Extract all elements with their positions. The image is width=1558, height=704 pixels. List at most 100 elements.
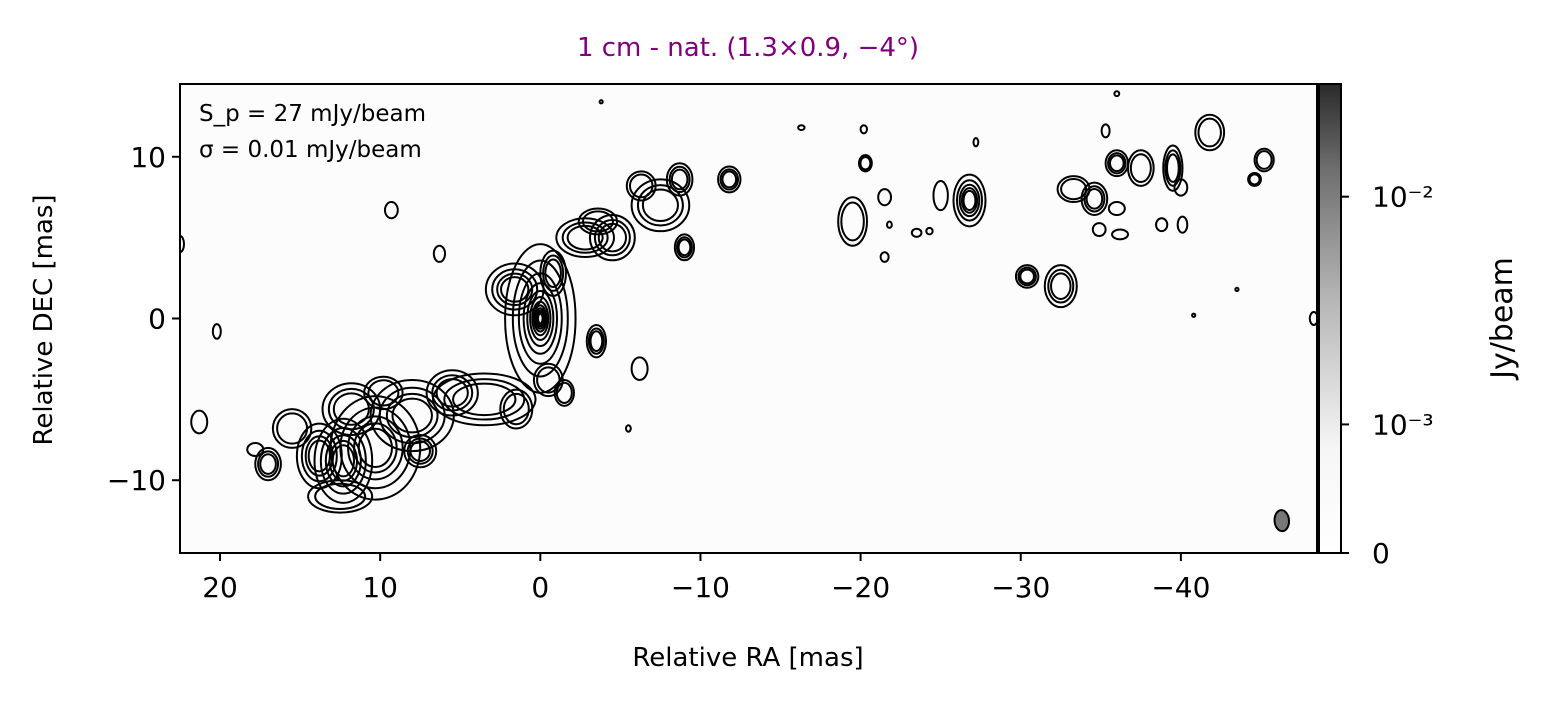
contour-level <box>1080 181 1109 216</box>
contour-level <box>624 424 632 433</box>
contour-component <box>363 375 404 411</box>
contour-level <box>797 124 806 132</box>
contour-level <box>254 446 282 482</box>
colorbar-tick-label: 10⁻³ <box>1372 408 1434 441</box>
contour-level <box>391 397 433 434</box>
y-tick-label: −10 <box>107 464 166 497</box>
contour-level <box>1194 113 1226 152</box>
contour-level <box>526 289 555 348</box>
contour-component <box>1253 147 1275 173</box>
beam-ellipse <box>1273 509 1290 533</box>
contour-level <box>257 450 280 478</box>
contour-component <box>1162 144 1184 192</box>
contour-component <box>180 235 186 254</box>
contour-level <box>1109 154 1125 173</box>
contour-component <box>932 180 949 212</box>
contour-level <box>636 184 684 227</box>
contour-level <box>1255 150 1273 170</box>
x-tick-label: −30 <box>991 571 1050 604</box>
contour-level <box>665 162 694 197</box>
contour-level <box>300 429 338 483</box>
x-axis-label: Relative RA [mas] <box>632 643 863 673</box>
colorbar-tick-label: 10⁻² <box>1372 181 1434 214</box>
contour-component <box>432 244 447 263</box>
contour-component <box>1194 113 1226 152</box>
contour-level <box>952 173 987 228</box>
contour-level <box>180 235 186 254</box>
contour-level <box>588 213 636 262</box>
contour-level <box>960 187 979 214</box>
contour-level <box>555 381 573 404</box>
contour-level <box>500 276 530 303</box>
contour-component <box>1014 264 1040 289</box>
chart-title: 1 cm - nat. (1.3×0.9, −4°) <box>577 33 919 63</box>
x-tick-label: −20 <box>831 571 890 604</box>
contour-component <box>837 196 869 247</box>
contour-level <box>1083 185 1106 213</box>
y-axis: 10 0 −10 <box>107 141 180 497</box>
contour-level <box>1047 268 1075 304</box>
contour-level <box>1308 311 1317 326</box>
contour-level <box>719 168 740 191</box>
contour-component <box>879 251 890 263</box>
contour-component <box>1247 171 1262 187</box>
contour-component <box>307 479 374 514</box>
contour-component <box>383 201 399 220</box>
contour-component <box>1107 201 1126 216</box>
colorbar-gradient <box>1318 83 1342 554</box>
contour-component <box>910 227 923 238</box>
contour-level <box>271 408 313 449</box>
contour-level <box>327 387 375 431</box>
contour-level <box>1253 147 1275 173</box>
contour-level <box>717 165 742 194</box>
contour-level <box>577 207 619 236</box>
contour-level <box>1017 266 1037 287</box>
contour-level <box>403 433 438 469</box>
contour-level <box>1107 152 1127 175</box>
contour-component <box>665 162 694 197</box>
colorbar-label: Jy/beam <box>1485 257 1520 381</box>
contour-level <box>910 227 923 238</box>
contour-level <box>581 210 614 233</box>
contour-level <box>675 236 693 259</box>
contour-level <box>276 412 309 445</box>
contour-level <box>1014 264 1040 289</box>
contour-level <box>443 378 526 421</box>
contour-level <box>1127 149 1155 187</box>
contour-level <box>555 217 615 259</box>
contour-component <box>271 408 313 449</box>
contour-level <box>962 189 977 212</box>
contour-component <box>673 233 696 262</box>
contour-level <box>630 178 691 233</box>
contour-component <box>598 99 604 105</box>
x-tick-label: 0 <box>531 571 549 604</box>
contour-level <box>491 268 539 311</box>
contour-component <box>504 243 577 394</box>
x-tick-label: 20 <box>202 571 238 604</box>
contour-level <box>1164 149 1182 187</box>
contour-component <box>886 220 893 229</box>
contour-level <box>1100 123 1111 139</box>
contour-component <box>1080 181 1109 216</box>
y-tick-label: 10 <box>130 141 166 174</box>
contour-level <box>324 434 362 488</box>
contour-level <box>598 99 604 105</box>
contour-level <box>1043 264 1078 309</box>
contour-component <box>972 137 980 148</box>
contour-component <box>630 356 649 381</box>
contour-level <box>1162 144 1184 192</box>
contour-level <box>958 183 981 218</box>
contour-level <box>1191 312 1197 318</box>
contour-component <box>553 378 575 407</box>
y-axis-label: Relative DEC [mas] <box>29 194 59 445</box>
contour-level <box>502 392 530 426</box>
contour-level <box>859 124 869 135</box>
contour-level <box>307 439 331 473</box>
contour-level <box>859 155 872 171</box>
colorbar-tick-label: 0 <box>1372 537 1390 570</box>
contour-component <box>925 226 934 236</box>
contour-level <box>857 154 873 173</box>
contour-level <box>522 282 559 355</box>
contour-level <box>536 366 561 394</box>
